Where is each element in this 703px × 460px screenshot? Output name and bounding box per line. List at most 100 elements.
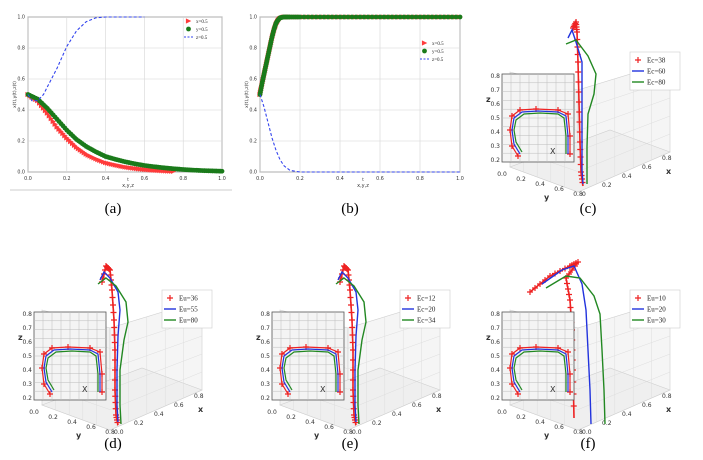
data-point <box>46 113 53 119</box>
data-point <box>381 14 387 20</box>
data-point <box>348 309 355 316</box>
z-tick-label: 0.3 <box>22 381 32 388</box>
inset-axis-label: X <box>320 385 326 394</box>
inset-trajectory <box>509 346 571 395</box>
y-tick-label: 0.8 <box>573 191 583 198</box>
z-tick-label: 0.4 <box>260 367 270 374</box>
x-tick-label: 0.0 <box>582 429 592 436</box>
data-point <box>41 381 47 387</box>
data-point <box>348 302 354 308</box>
z-tick-label: 0.5 <box>260 353 270 360</box>
data-point <box>111 339 118 346</box>
data-point <box>509 351 515 357</box>
y-tick-label: 0.8 <box>249 46 257 52</box>
y-tick-label: 0.6 <box>554 186 564 193</box>
inset-trajectory <box>279 346 341 395</box>
legend-label: x=0.5 <box>432 42 444 47</box>
series-2 <box>27 16 145 102</box>
y-tick-label: 0.4 <box>17 108 25 114</box>
y-tick-label: 0.6 <box>554 424 564 431</box>
x-tick-label: 0.8 <box>432 393 442 400</box>
data-point <box>333 14 339 20</box>
z-tick-label: 0.4 <box>490 367 500 374</box>
x-tick-label: 0.0 <box>352 429 362 436</box>
legend-label: Eu=80 <box>179 317 198 325</box>
legend-label: Ec=34 <box>417 317 436 325</box>
x-tick-label: 0.8 <box>416 176 424 182</box>
z-axis-label: z <box>486 333 491 342</box>
z-axis-label: z <box>256 333 261 342</box>
data-point <box>509 143 515 149</box>
data-point <box>575 79 582 85</box>
y-axis-label: y <box>544 431 550 440</box>
x-tick-label: 0.4 <box>622 411 632 418</box>
data-point <box>111 332 118 338</box>
x-tick-label: 0.6 <box>412 402 422 409</box>
legend-label: y=0.5 <box>432 50 444 55</box>
legend-label: x=0.5 <box>196 20 208 25</box>
data-point <box>449 14 455 20</box>
data-point <box>433 14 439 20</box>
inset-series-2 <box>45 350 99 392</box>
series-1 <box>567 28 584 185</box>
grid-line <box>109 371 203 410</box>
data-point <box>576 99 582 105</box>
data-point <box>337 14 343 20</box>
data-point <box>309 14 315 20</box>
chart-a: 0.0 0.2 0.4 0.6 0.8 1.0 0.0 0.2 0.4 0.6 0.8 1.0 x,y,… <box>10 15 232 217</box>
y-tick-label: 0.4 <box>305 419 315 426</box>
series-1 <box>541 265 592 425</box>
y-tick-label: 0.0 <box>29 409 39 416</box>
data-point <box>369 14 375 20</box>
y-tick-label: 0.0 <box>497 409 507 416</box>
grid-line <box>577 335 671 370</box>
x-tick-label: 1.0 <box>456 176 464 182</box>
x-tick-label: 0.8 <box>662 155 672 162</box>
x-tick-label: 0.8 <box>662 393 672 400</box>
x-tick-label: 0.2 <box>296 176 304 182</box>
data-point <box>429 14 435 20</box>
z-tick-label: 0.6 <box>22 339 32 346</box>
inset-series-1 <box>43 348 101 393</box>
z-tick-label: 0.4 <box>490 129 500 136</box>
inset-panel: X <box>33 311 107 401</box>
inset-trajectory <box>511 110 569 155</box>
series-2 <box>565 39 597 184</box>
data-point <box>349 332 356 338</box>
data-point <box>575 89 582 95</box>
data-point <box>385 14 391 20</box>
z-tick-label: 0.6 <box>490 339 500 346</box>
x-tick-label: 0.6 <box>642 164 652 171</box>
legend-label: Ec=38 <box>647 57 666 65</box>
inset-panel: X <box>501 73 575 163</box>
inset-axis-label: X <box>82 385 88 394</box>
grid-line <box>577 97 671 132</box>
data-point <box>279 351 285 357</box>
legend-label: Eu=30 <box>647 317 666 325</box>
data-point <box>453 14 459 20</box>
trajectory-line <box>99 270 121 423</box>
data-point <box>52 121 58 127</box>
series-2 <box>335 277 367 425</box>
inset-axis-label: X <box>550 385 556 394</box>
y-axis-label: x(t),y(t),z(t) <box>12 81 18 108</box>
data-point <box>365 14 371 20</box>
y-tick-label: 0.2 <box>516 414 526 421</box>
y-tick-label: 0.6 <box>249 77 257 83</box>
x-tick-label: 0.0 <box>24 176 32 182</box>
data-point <box>445 14 451 20</box>
data-point <box>41 351 47 357</box>
y-tick-label: 0.0 <box>249 170 257 176</box>
legend-swatch <box>421 40 428 46</box>
z-tick-label: 0.2 <box>490 157 500 164</box>
data-point <box>397 14 403 20</box>
inset-panel: X <box>271 311 345 401</box>
legend-swatch <box>635 295 641 301</box>
inset-series-1 <box>511 348 569 393</box>
chart-c: 0.2 0.3 0.4 0.5 0.6 0.7 0.8 z 0.0 0.2 0.4 0.6 0.8 y 0.… <box>486 19 681 217</box>
legend: Eu=36 Eu=55 Eu=80 <box>161 289 213 329</box>
grid-line <box>577 133 671 172</box>
legend: x=0.5 y=0.5 z=0.5 <box>184 18 208 41</box>
y-tick-label: 0.4 <box>535 419 545 426</box>
data-point <box>361 14 367 20</box>
